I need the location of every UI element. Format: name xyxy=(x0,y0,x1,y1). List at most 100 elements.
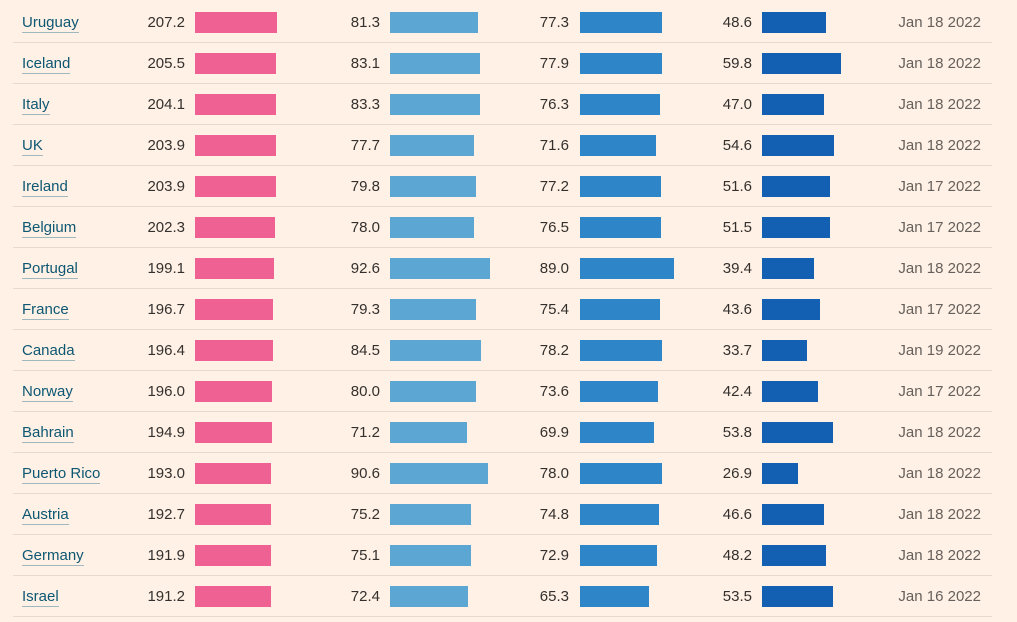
country-link[interactable]: Germany xyxy=(22,547,84,566)
table-row: Italy 204.1 83.3 76.3 47.0 Jan 18 2022 xyxy=(13,83,992,125)
country-link[interactable]: Uruguay xyxy=(22,14,79,33)
bar-col4 xyxy=(762,258,814,279)
value-col2: 80.0 xyxy=(350,383,380,400)
value-col4: 26.9 xyxy=(722,465,752,482)
value-col2: 84.5 xyxy=(350,342,380,359)
country-cell: Italy xyxy=(22,83,50,124)
date-cell: Jan 18 2022 xyxy=(898,137,981,154)
value-col1: 191.9 xyxy=(147,547,185,564)
value-col3: 89.0 xyxy=(539,260,569,277)
value-col1: 196.0 xyxy=(147,383,185,400)
country-link[interactable]: Puerto Rico xyxy=(22,465,101,484)
date-cell: Jan 18 2022 xyxy=(898,14,981,31)
bar-col3 xyxy=(580,135,656,156)
bar-col2 xyxy=(390,463,488,484)
date-cell: Jan 18 2022 xyxy=(898,465,981,482)
value-col4: 54.6 xyxy=(722,137,752,154)
country-link[interactable]: France xyxy=(22,301,69,320)
bar-col1 xyxy=(195,217,275,238)
value-col1: 194.9 xyxy=(147,424,185,441)
date-cell: Jan 17 2022 xyxy=(898,219,981,236)
bar-col4 xyxy=(762,422,833,443)
bar-col1 xyxy=(195,53,276,74)
country-link[interactable]: Canada xyxy=(22,342,75,361)
table-row: Canada 196.4 84.5 78.2 33.7 Jan 19 2022 xyxy=(13,329,992,371)
table-row: Norway 196.0 80.0 73.6 42.4 Jan 17 2022 xyxy=(13,370,992,412)
country-cell: Uruguay xyxy=(22,1,79,42)
bar-col3 xyxy=(580,422,654,443)
bar-col4 xyxy=(762,299,820,320)
date-cell: Jan 18 2022 xyxy=(898,96,981,113)
bar-col3 xyxy=(580,53,662,74)
bar-col4 xyxy=(762,545,826,566)
value-col2: 83.3 xyxy=(350,96,380,113)
value-col2: 72.4 xyxy=(350,588,380,605)
bar-col2 xyxy=(390,94,480,115)
country-link[interactable]: Norway xyxy=(22,383,73,402)
vaccination-table: Uruguay 207.2 81.3 77.3 48.6 Jan 18 2022 Icela… xyxy=(13,0,992,622)
table-row: Portugal 199.1 92.6 89.0 39.4 Jan 18 2022 xyxy=(13,247,992,289)
value-col4: 43.6 xyxy=(722,301,752,318)
value-col1: 192.7 xyxy=(147,506,185,523)
bar-col3 xyxy=(580,586,649,607)
bar-col3 xyxy=(580,463,662,484)
bar-col3 xyxy=(580,94,660,115)
value-col4: 48.6 xyxy=(722,14,752,31)
table-row: Austria 192.7 75.2 74.8 46.6 Jan 18 2022 xyxy=(13,493,992,535)
value-col3: 69.9 xyxy=(539,424,569,441)
value-col4: 59.8 xyxy=(722,55,752,72)
value-col4: 33.7 xyxy=(722,342,752,359)
table-row: Uruguay 207.2 81.3 77.3 48.6 Jan 18 2022 xyxy=(13,1,992,43)
country-cell: Norway xyxy=(22,370,73,411)
country-link[interactable]: Belgium xyxy=(22,219,77,238)
country-link[interactable]: Austria xyxy=(22,506,69,525)
bar-col4 xyxy=(762,586,833,607)
bar-col1 xyxy=(195,176,276,197)
date-cell: Jan 16 2022 xyxy=(898,588,981,605)
country-link[interactable]: Iceland xyxy=(22,55,71,74)
date-cell: Jan 18 2022 xyxy=(898,55,981,72)
bar-col3 xyxy=(580,217,661,238)
value-col2: 81.3 xyxy=(350,14,380,31)
bar-col2 xyxy=(390,586,468,607)
table-row: Ireland 203.9 79.8 77.2 51.6 Jan 17 2022 xyxy=(13,165,992,207)
bar-col1 xyxy=(195,258,274,279)
table-row: UK 203.9 77.7 71.6 54.6 Jan 18 2022 xyxy=(13,124,992,166)
value-col2: 79.8 xyxy=(350,178,380,195)
value-col2: 83.1 xyxy=(350,55,380,72)
bar-col3 xyxy=(580,504,659,525)
bar-col1 xyxy=(195,422,272,443)
bar-col2 xyxy=(390,176,476,197)
bar-col3 xyxy=(580,258,674,279)
date-cell: Jan 18 2022 xyxy=(898,260,981,277)
value-col1: 193.0 xyxy=(147,465,185,482)
bar-col2 xyxy=(390,545,471,566)
bar-col4 xyxy=(762,340,807,361)
country-link[interactable]: Bahrain xyxy=(22,424,74,443)
bar-col3 xyxy=(580,381,658,402)
country-link[interactable]: Italy xyxy=(22,96,50,115)
value-col3: 75.4 xyxy=(539,301,569,318)
country-link[interactable]: Portugal xyxy=(22,260,78,279)
value-col3: 78.2 xyxy=(539,342,569,359)
country-cell: Puerto Rico xyxy=(22,452,101,493)
country-cell: France xyxy=(22,288,69,329)
country-link[interactable]: UK xyxy=(22,137,43,156)
bar-col3 xyxy=(580,12,662,33)
bar-col4 xyxy=(762,504,824,525)
value-col4: 47.0 xyxy=(722,96,752,113)
country-link[interactable]: Ireland xyxy=(22,178,68,197)
bar-col1 xyxy=(195,340,273,361)
value-col3: 71.6 xyxy=(539,137,569,154)
value-col1: 196.4 xyxy=(147,342,185,359)
date-cell: Jan 17 2022 xyxy=(898,301,981,318)
country-link[interactable]: Israel xyxy=(22,588,59,607)
value-col1: 199.1 xyxy=(147,260,185,277)
value-col3: 77.3 xyxy=(539,14,569,31)
value-col3: 76.3 xyxy=(539,96,569,113)
value-col4: 53.8 xyxy=(722,424,752,441)
bar-col2 xyxy=(390,299,476,320)
value-col1: 191.2 xyxy=(147,588,185,605)
bar-col4 xyxy=(762,217,830,238)
value-col1: 205.5 xyxy=(147,55,185,72)
